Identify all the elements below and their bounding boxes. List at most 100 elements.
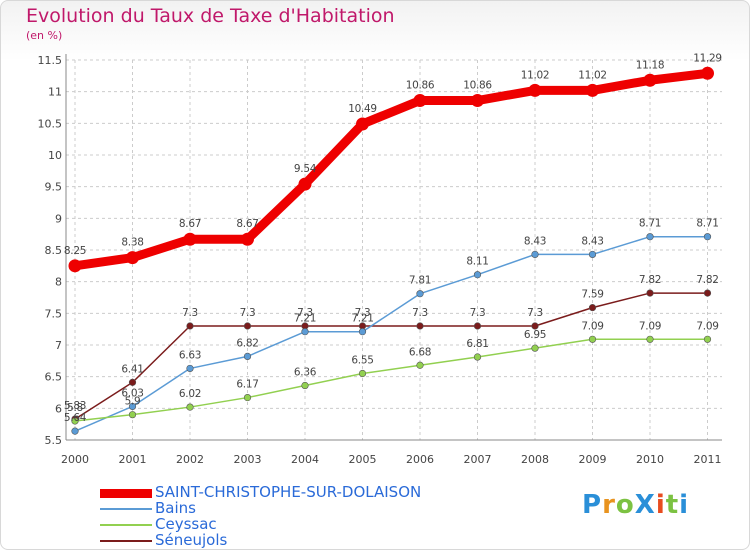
data-label: 7.81 [409,275,431,287]
legend-swatch [100,540,152,542]
x-tick-label: 2005 [349,453,377,466]
x-tick-label: 2003 [234,453,262,466]
data-label: 9.54 [294,163,317,175]
data-label: 6.81 [466,338,488,350]
data-label: 8.71 [696,218,718,230]
data-label: 11.29 [693,52,722,64]
logo-letter: r [602,490,616,520]
data-label: 11.02 [521,69,550,81]
series-point-3 [473,322,482,330]
series-point-0 [241,232,254,246]
series-point-0 [701,66,714,80]
x-tick-label: 2006 [406,453,434,466]
legend-label: Bains [155,499,196,517]
data-label: 8.43 [581,235,603,247]
series-point-2 [71,417,79,425]
data-label: 7.82 [639,274,661,286]
y-tick-label: 9 [55,212,62,225]
series-point-1 [71,427,79,435]
series-point-1 [358,328,367,336]
series-point-2 [646,335,654,343]
x-tick-label: 2002 [176,453,204,466]
series-point-0 [586,83,599,97]
series-point-1 [473,271,482,279]
data-label: 6.03 [121,387,143,399]
data-label: 6.68 [409,346,431,358]
legend-label: SAINT-CHRISTOPHE-SUR-DOLAISON [155,483,422,501]
legend-swatch [100,489,152,498]
series-point-2 [416,361,424,369]
data-label: 6.63 [179,349,201,361]
series-point-0 [356,117,369,131]
data-label: 5.9 [125,396,141,408]
series-point-1 [186,364,194,373]
data-label: 5.64 [64,412,87,424]
data-label: 7.3 [355,307,371,319]
data-label: 6.36 [294,367,317,379]
series-point-0 [413,94,427,108]
data-label: 7.21 [351,313,373,325]
y-tick-label: 8 [55,276,62,289]
y-tick-label: 6.5 [45,371,63,384]
y-tick-label: 10.5 [38,117,63,130]
series-line-1 [74,235,709,432]
logo-letter: P [582,490,603,520]
data-label: 6.95 [524,329,546,341]
data-label: 8.43 [524,235,546,247]
series-point-3 [588,304,597,312]
data-label: 8.67 [236,218,258,230]
y-tick-label: 8.5 [45,244,63,257]
data-label: 7.3 [470,307,486,319]
data-label: 8.25 [64,245,86,257]
data-label: 6.82 [236,337,258,349]
series-point-0 [298,177,312,191]
series-point-0 [68,259,82,273]
legend-swatch [100,508,152,510]
legend-label: Ceyssac [155,515,217,533]
data-label: 11.18 [636,59,665,71]
data-label: 6.02 [179,388,201,400]
data-label: 8.67 [179,218,201,230]
series-point-3 [416,322,424,330]
data-label: 5.83 [64,400,86,412]
series-point-2 [358,369,367,378]
series-point-1 [243,352,252,361]
x-tick-label: 2001 [119,453,147,466]
series-point-1 [531,250,539,259]
x-tick-label: 2009 [579,453,607,466]
series-point-3 [128,378,137,386]
series-point-3 [243,322,252,330]
data-label: 8.71 [639,218,661,230]
series-point-1 [416,290,424,298]
chart-title: Evolution du Taux de Taxe d'Habitation [26,5,395,27]
series-point-1 [128,402,137,411]
x-tick-label: 2000 [61,453,89,466]
y-tick-label: 5.5 [45,434,63,447]
data-label: 10.49 [348,103,377,115]
x-tick-label: 2011 [694,453,722,466]
data-label: 10.86 [463,80,492,92]
series-point-2 [243,393,252,402]
series-point-0 [528,83,542,97]
series-line-0 [70,68,712,271]
series-point-0 [471,94,484,108]
data-label: 11.02 [578,69,607,81]
x-tick-label: 2007 [464,453,492,466]
series-point-2 [301,381,309,390]
series-point-3 [703,289,712,297]
data-label: 8.11 [466,256,488,268]
data-label: 6.17 [236,379,258,391]
legend-label: Séneujols [155,531,228,549]
series-point-3 [531,322,539,330]
series-point-3 [646,289,654,297]
y-tick-label: 11 [48,86,62,99]
series-point-1 [301,328,309,336]
series-point-1 [703,233,712,241]
y-tick-label: 7.5 [45,307,63,320]
data-label: 7.82 [696,274,718,286]
data-label: 6.55 [351,355,373,367]
logo-letter: i [655,490,666,520]
series-point-3 [186,322,194,330]
series-point-0 [126,251,139,265]
